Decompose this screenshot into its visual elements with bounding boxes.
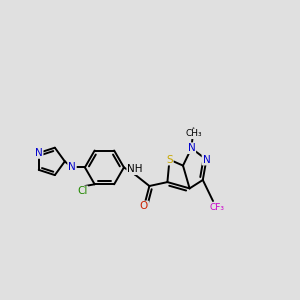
Text: N: N (202, 154, 210, 165)
Text: N: N (35, 148, 43, 158)
Text: N: N (68, 162, 76, 172)
Text: O: O (140, 201, 148, 212)
Text: NH: NH (127, 164, 143, 174)
Text: CF₃: CF₃ (210, 203, 225, 212)
Text: CH₃: CH₃ (185, 129, 202, 138)
Text: Cl: Cl (77, 186, 87, 197)
Text: S: S (166, 154, 173, 165)
Text: N: N (188, 143, 195, 153)
